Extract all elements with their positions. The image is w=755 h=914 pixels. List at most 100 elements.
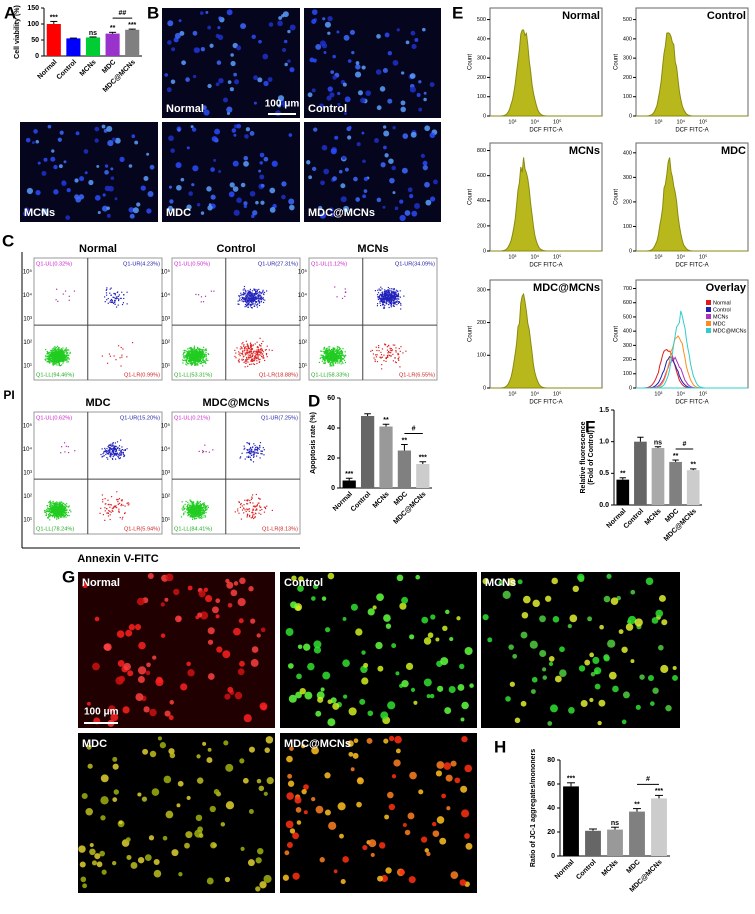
event-dot xyxy=(115,450,117,452)
event-dot xyxy=(242,297,244,300)
event-dot xyxy=(385,302,387,304)
event-dot xyxy=(318,361,321,364)
event-dot xyxy=(343,356,346,358)
event-dot xyxy=(199,360,201,363)
event-dot xyxy=(56,364,58,366)
event-dot xyxy=(197,351,199,353)
event-dot xyxy=(380,297,382,299)
event-dot xyxy=(394,302,396,304)
event-dot xyxy=(116,452,118,454)
cell xyxy=(334,135,339,140)
event-dot xyxy=(250,352,252,354)
event-dot xyxy=(46,510,49,512)
event-dot xyxy=(117,456,119,458)
event-dot xyxy=(385,295,387,297)
event-dot xyxy=(331,350,333,353)
cell xyxy=(404,210,411,216)
event-dot xyxy=(396,304,398,306)
event-dot xyxy=(122,302,125,304)
cell xyxy=(22,211,29,217)
event-dot xyxy=(54,502,56,504)
event-dot xyxy=(196,357,198,359)
event-dot xyxy=(114,506,117,508)
significance: ns xyxy=(654,440,662,447)
event-dot xyxy=(400,346,402,348)
cell xyxy=(554,675,562,683)
cell xyxy=(429,196,436,202)
event-dot xyxy=(325,349,328,351)
event-dot xyxy=(326,353,329,355)
event-dot xyxy=(337,352,339,355)
event-dot xyxy=(54,350,57,353)
event-dot xyxy=(54,507,56,509)
cell xyxy=(177,128,181,132)
event-dot xyxy=(113,355,115,357)
event-dot xyxy=(110,454,112,456)
event-dot xyxy=(330,362,332,364)
event-dot xyxy=(381,364,383,366)
significance: ** xyxy=(383,417,389,424)
cell xyxy=(178,872,183,877)
cell xyxy=(542,675,548,680)
event-dot xyxy=(52,505,55,508)
cell xyxy=(361,677,369,685)
event-dot xyxy=(391,349,393,352)
cell xyxy=(580,699,588,708)
event-dot xyxy=(52,353,54,355)
event-dot xyxy=(107,499,109,501)
event-dot xyxy=(123,297,125,300)
significance: ** xyxy=(690,462,696,469)
event-dot xyxy=(48,511,50,513)
event-dot xyxy=(52,513,54,515)
cell xyxy=(332,702,340,710)
cell xyxy=(589,697,594,703)
cell xyxy=(282,102,288,108)
cell xyxy=(359,698,366,705)
event-dot xyxy=(324,352,326,354)
cell xyxy=(429,82,435,88)
event-dot xyxy=(395,349,397,352)
event-dot xyxy=(380,286,382,288)
event-dot xyxy=(48,508,50,510)
event-dot xyxy=(341,357,343,360)
cell xyxy=(114,137,121,144)
cell xyxy=(630,659,635,664)
event-dot xyxy=(110,496,113,498)
event-dot xyxy=(61,509,63,511)
cell xyxy=(96,164,100,168)
event-dot xyxy=(58,348,60,351)
event-dot xyxy=(66,361,68,363)
event-dot xyxy=(67,451,70,454)
event-dot xyxy=(58,358,60,360)
event-dot xyxy=(328,355,330,357)
event-dot xyxy=(55,511,57,513)
event-dot xyxy=(328,348,330,350)
event-dot xyxy=(108,445,110,447)
event-dot xyxy=(188,360,190,362)
y-tick-label: 10¹ xyxy=(23,518,32,524)
hoechst-image: MDC@MCNs xyxy=(304,122,441,222)
cell xyxy=(242,777,249,784)
event-dot xyxy=(336,355,338,357)
event-dot xyxy=(332,362,334,364)
event-dot xyxy=(389,303,391,305)
event-dot xyxy=(332,357,334,359)
bar xyxy=(585,830,601,856)
cell xyxy=(225,801,235,810)
cell xyxy=(456,616,461,621)
cell xyxy=(188,191,193,196)
cell xyxy=(342,856,349,863)
event-dot xyxy=(379,301,381,303)
event-dot xyxy=(196,351,198,353)
y-tick-label: 0.5 xyxy=(599,470,609,477)
event-dot xyxy=(383,301,385,303)
event-dot xyxy=(245,296,248,298)
event-dot xyxy=(56,508,58,510)
cell xyxy=(176,803,181,808)
cell xyxy=(207,639,214,645)
event-dot xyxy=(66,349,68,351)
event-dot xyxy=(60,354,63,356)
event-dot xyxy=(329,355,331,357)
cell xyxy=(424,181,430,188)
event-dot xyxy=(124,512,126,514)
